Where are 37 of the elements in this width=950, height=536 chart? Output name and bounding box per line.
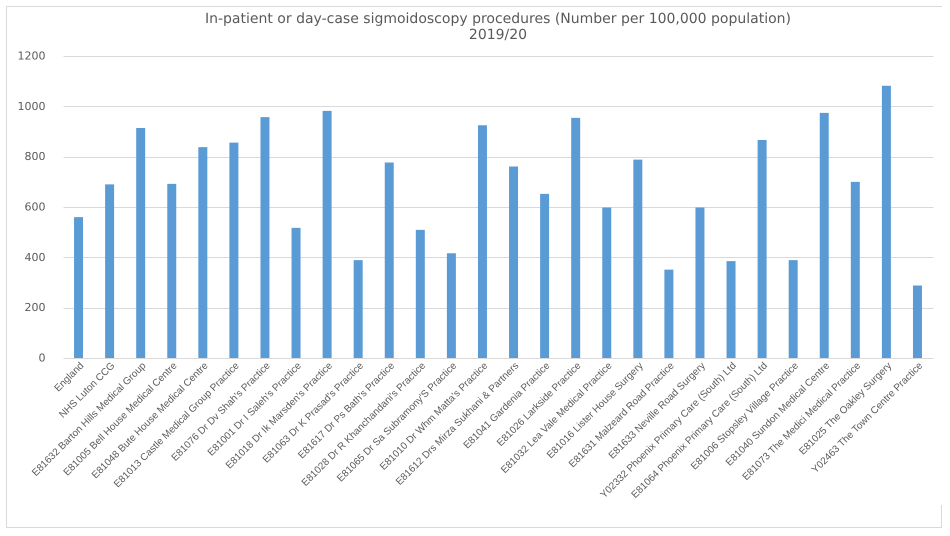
y-tick-label: 0 [38,352,46,364]
bar [136,128,146,358]
bar [695,208,704,358]
y-tick-label: 200 [24,301,46,314]
bar [105,184,114,358]
bar [354,260,363,358]
bar [260,117,270,358]
bar [571,118,580,358]
y-tick-label: 1200 [18,50,46,62]
bar [912,286,922,358]
y-tick-label: 400 [24,250,46,264]
bar [292,228,301,358]
bar [198,147,208,358]
bar [509,166,518,358]
bar [788,260,798,358]
text: 2019/20 [468,27,528,43]
bar [478,125,487,358]
y-tick-label: 1000 [18,100,46,113]
bar [664,270,674,358]
bar [726,261,736,358]
bar [540,194,550,358]
bar [167,184,176,358]
bar [850,182,860,358]
bar [229,142,238,358]
bar [758,140,767,358]
bar [882,86,891,358]
bar [602,208,612,358]
bar [633,160,642,358]
text: In-patient or day-case sigmoidoscopy procedures (Number per 100,000 population) [204,11,792,27]
bar [416,230,425,358]
y-tick-label: 800 [24,150,46,164]
bar [820,112,829,358]
bar [446,253,456,358]
bar [322,110,332,358]
bar [74,217,84,358]
bar [384,162,394,358]
y-tick-label: 600 [24,200,46,214]
